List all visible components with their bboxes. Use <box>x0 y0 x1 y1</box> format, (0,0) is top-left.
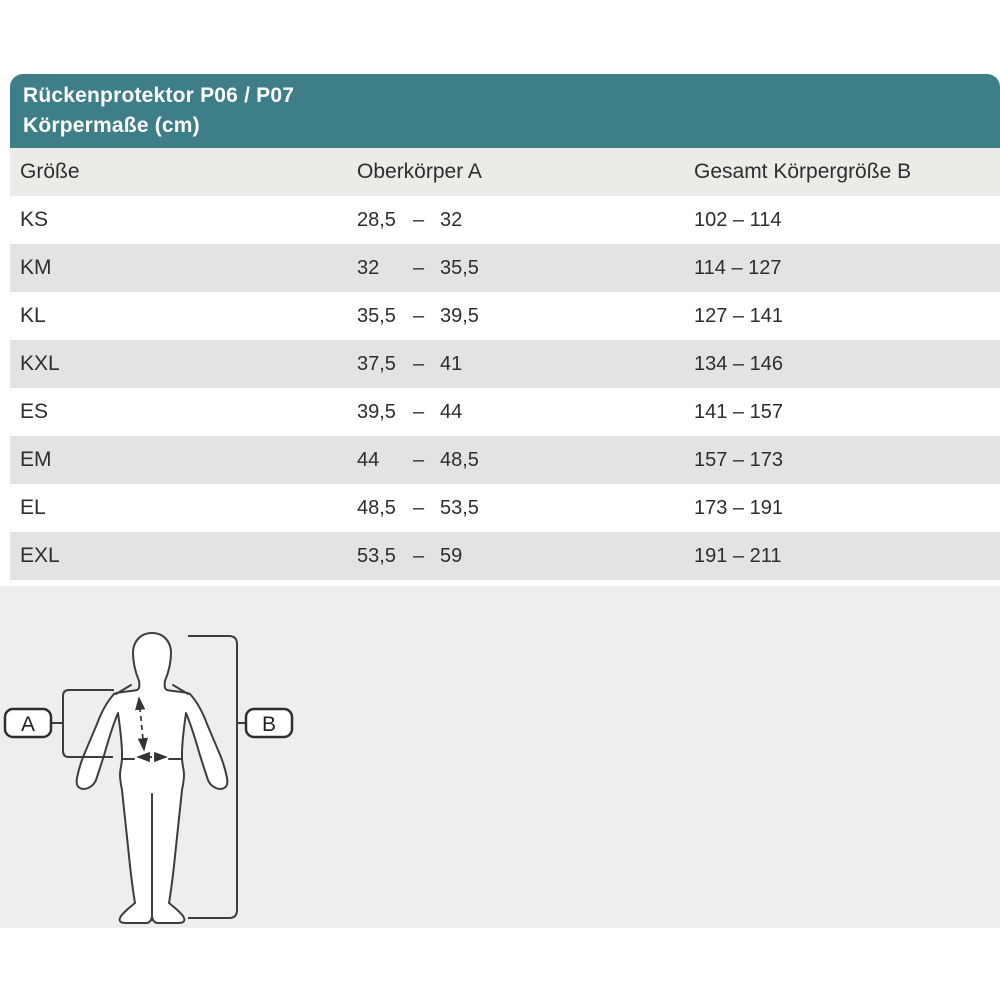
total-height-range: 191 – 211 <box>694 544 782 567</box>
range-dash: – <box>413 400 425 423</box>
table-title-bar: Rückenprotektor P06 / P07 Körpermaße (cm… <box>10 74 1000 148</box>
upper-body-range: 44 – 48,5 <box>357 449 694 472</box>
total-height-range: 157 – 173 <box>694 448 783 471</box>
table-row: KS 28,5 – 32 102 – 114 <box>10 196 1000 244</box>
total-height-range: 173 – 191 <box>694 496 783 519</box>
upper-body-max: 41 <box>440 352 463 375</box>
table-row: KXL 37,5 – 41 134 – 146 <box>10 340 1000 388</box>
upper-body-range: 28,5 – 32 <box>357 209 694 232</box>
bracket-b <box>188 635 246 919</box>
upper-body-max: 35,5 <box>440 256 479 279</box>
upper-body-max: 32 <box>440 208 463 231</box>
table-subtitle: Körpermaße (cm) <box>23 114 200 137</box>
table-rows: KS 28,5 – 32 102 – 114 KM 32 – 35,5 114 … <box>10 196 1000 580</box>
upper-body-min: 35,5 <box>357 304 396 327</box>
range-dash: – <box>413 448 425 471</box>
size-label: KXL <box>20 352 60 375</box>
label-a-text: A <box>21 713 35 736</box>
size-table: Rückenprotektor P06 / P07 Körpermaße (cm… <box>10 74 1000 580</box>
total-height-range: 127 – 141 <box>694 304 783 327</box>
upper-body-range: 32 – 35,5 <box>357 257 694 280</box>
upper-body-max: 44 <box>440 400 463 423</box>
total-height-range: 134 – 146 <box>694 352 783 375</box>
label-b-box: B <box>244 707 294 739</box>
size-label: ES <box>20 400 49 423</box>
upper-body-max: 48,5 <box>440 448 479 471</box>
upper-body-range: 53,5 – 59 <box>357 545 694 568</box>
table-row: ES 39,5 – 44 141 – 157 <box>10 388 1000 436</box>
upper-body-range: 39,5 – 44 <box>357 401 694 424</box>
upper-body-min: 39,5 <box>357 400 396 423</box>
range-dash: – <box>413 208 425 231</box>
size-label: KL <box>20 304 46 327</box>
upper-body-min: 44 <box>357 448 380 471</box>
range-dash: – <box>413 256 425 279</box>
column-header-row: Größe Oberkörper A Gesamt Körpergröße B <box>10 148 1000 196</box>
column-header-size: Größe <box>20 160 80 183</box>
size-label: KM <box>20 256 52 279</box>
table-row: KM 32 – 35,5 114 – 127 <box>10 244 1000 292</box>
measurement-diagram: A B <box>0 586 1000 928</box>
table-row: KL 35,5 – 39,5 127 – 141 <box>10 292 1000 340</box>
total-height-range: 102 – 114 <box>694 208 782 231</box>
upper-body-min: 28,5 <box>357 208 396 231</box>
table-row: EL 48,5 – 53,5 173 – 191 <box>10 484 1000 532</box>
label-b-text: B <box>262 713 276 736</box>
range-dash: – <box>413 544 425 567</box>
table-row: EM 44 – 48,5 157 – 173 <box>10 436 1000 484</box>
upper-body-range: 35,5 – 39,5 <box>357 305 694 328</box>
total-height-range: 114 – 127 <box>694 256 782 279</box>
range-dash: – <box>413 496 425 519</box>
size-label: EM <box>20 448 52 471</box>
table-row: EXL 53,5 – 59 191 – 211 <box>10 532 1000 580</box>
upper-body-range: 37,5 – 41 <box>357 353 694 376</box>
upper-body-max: 53,5 <box>440 496 479 519</box>
column-header-total-height: Gesamt Körpergröße B <box>694 160 912 183</box>
upper-body-max: 39,5 <box>440 304 479 327</box>
size-label: EXL <box>20 544 60 567</box>
upper-body-min: 37,5 <box>357 352 396 375</box>
column-header-upper-body: Oberkörper A <box>357 160 482 183</box>
total-height-range: 141 – 157 <box>694 400 783 423</box>
table-title: Rückenprotektor P06 / P07 <box>23 84 295 107</box>
label-a-box: A <box>3 707 53 739</box>
upper-body-range: 48,5 – 53,5 <box>357 497 694 520</box>
size-label: EL <box>20 496 46 519</box>
body-outline <box>75 632 229 924</box>
size-label: KS <box>20 208 49 231</box>
range-dash: – <box>413 352 425 375</box>
body-figure-illustration: A B <box>3 632 294 924</box>
upper-body-min: 53,5 <box>357 544 396 567</box>
range-dash: – <box>413 304 425 327</box>
upper-body-max: 59 <box>440 544 463 567</box>
upper-body-min: 32 <box>357 256 380 279</box>
upper-body-min: 48,5 <box>357 496 396 519</box>
